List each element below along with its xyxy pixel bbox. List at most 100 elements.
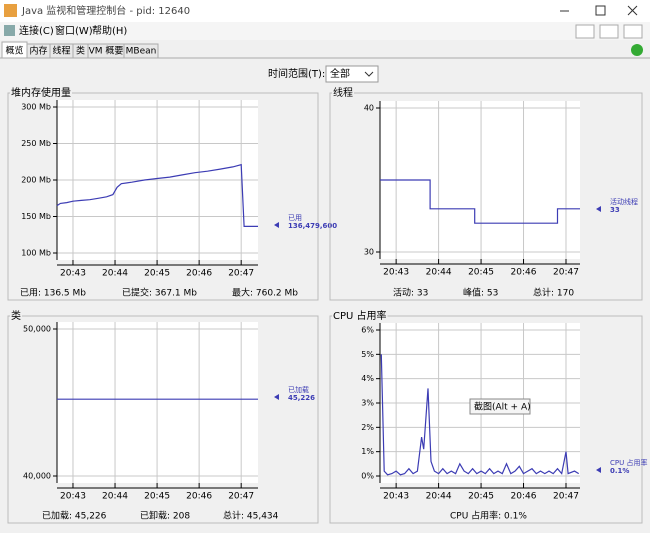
menu-item[interactable]: 窗口(W): [55, 24, 93, 37]
y-tick-label: 5%: [361, 350, 374, 359]
stat-label: 总计: 45,434: [223, 510, 279, 522]
panel-border: [329, 92, 643, 301]
tab[interactable]: [123, 43, 159, 59]
inner-close[interactable]: [623, 24, 643, 39]
stat-label: CPU 占用率: 0.1%: [450, 510, 527, 522]
tab-label: 线程: [52, 45, 70, 57]
dropdown-arrow: [364, 71, 374, 77]
y-tick-label: 3%: [361, 399, 374, 408]
stat-label: 已提交: 367.1 Mb: [122, 287, 197, 299]
x-tick-label: 20:47: [228, 492, 254, 502]
y-tick-label: 2%: [361, 423, 374, 432]
title-bar: [0, 0, 650, 22]
x-tick-label: 20:45: [144, 492, 170, 502]
stat-label: 最大: 760.2 Mb: [232, 287, 298, 299]
y-tick-label: 100 Mb: [21, 249, 51, 258]
x-tick-label: 20:47: [553, 268, 579, 278]
time-range-select[interactable]: [325, 65, 379, 83]
panel-title-bg: [10, 309, 22, 322]
y-tick-label: 150 Mb: [21, 212, 51, 221]
inner-restore[interactable]: [599, 24, 619, 39]
panel-title-bg: [332, 309, 388, 322]
panel-title-bg: [10, 86, 72, 99]
legend-value: 136,479,600: [288, 222, 337, 230]
y-tick-label: 40,000: [23, 472, 51, 481]
tab-label: MBean: [126, 47, 157, 57]
menu-item[interactable]: 帮助(H): [92, 24, 127, 37]
menu-bar: [0, 22, 650, 40]
y-tick-label: 250 Mb: [21, 139, 51, 148]
legend-value: 45,226: [288, 394, 315, 402]
connection-icon: [631, 44, 643, 56]
legend-marker: [274, 394, 279, 400]
time-range-value: 全部: [330, 67, 350, 80]
y-tick-label: 30: [364, 248, 374, 257]
legend-marker: [274, 222, 279, 228]
menu-icon: [4, 25, 15, 36]
menu-item[interactable]: 连接(C): [19, 24, 54, 37]
y-tick-label: 200 Mb: [21, 176, 51, 185]
stat-label: 总计: 170: [533, 287, 574, 299]
stat-label: 已加载: 45,226: [42, 510, 107, 522]
panel-title: CPU 占用率: [333, 309, 387, 322]
panel-title-bg: [332, 86, 354, 99]
close-button[interactable]: [627, 5, 638, 16]
tooltip: 截图(Alt + A): [474, 401, 531, 413]
legend-name: CPU 占用率: [610, 458, 647, 467]
x-tick-label: 20:44: [102, 492, 128, 502]
y-tick-label: 40: [364, 104, 374, 113]
series-line: [380, 179, 580, 224]
x-tick-label: 20:45: [468, 492, 494, 502]
legend-name: 活动线程: [610, 197, 638, 206]
maximize-button[interactable]: [595, 5, 606, 16]
x-tick-label: 20:43: [60, 492, 86, 502]
x-tick-label: 20:44: [426, 492, 452, 502]
legend-value: 33: [610, 206, 620, 214]
x-tick-label: 20:44: [102, 269, 128, 279]
panel-title: 类: [11, 309, 21, 322]
legend-value: 0.1%: [610, 467, 629, 475]
legend-name: 已用: [288, 214, 302, 222]
panel-border: [7, 315, 319, 524]
series-line: [380, 354, 580, 476]
tab-label: 内存: [29, 45, 47, 57]
x-tick-label: 20:46: [511, 268, 537, 278]
tab-label: VM 概要: [89, 45, 124, 57]
x-tick-label: 20:47: [553, 492, 579, 502]
series-line: [56, 163, 258, 227]
time-range-label: 时间范围(T):: [268, 67, 325, 80]
legend-marker: [596, 206, 601, 212]
x-tick-label: 20:43: [383, 268, 409, 278]
app-icon: [4, 4, 17, 17]
y-tick-label: 6%: [361, 326, 374, 335]
x-tick-label: 20:45: [468, 268, 494, 278]
legend-marker: [596, 467, 601, 473]
y-tick-label: 4%: [361, 374, 374, 383]
x-tick-label: 20:43: [60, 269, 86, 279]
inner-minimize[interactable]: [575, 24, 595, 39]
stat-label: 活动: 33: [393, 287, 428, 299]
x-tick-label: 20:44: [426, 268, 452, 278]
x-tick-label: 20:43: [383, 492, 409, 502]
x-tick-label: 20:46: [186, 492, 212, 502]
panel-title: 堆内存使用量: [11, 86, 71, 99]
tooltip-box: [469, 398, 531, 415]
x-tick-label: 20:46: [511, 492, 537, 502]
panel-border: [329, 315, 643, 524]
tab-label: 类: [76, 45, 85, 57]
legend-name: 已加载: [288, 385, 309, 394]
panel-border: [7, 92, 319, 301]
y-tick-label: 300 Mb: [21, 103, 51, 112]
x-tick-label: 20:47: [228, 269, 254, 279]
y-tick-label: 50,000: [23, 325, 51, 334]
stat-label: 已用: 136.5 Mb: [20, 288, 86, 299]
stat-label: 峰值: 53: [463, 287, 498, 299]
panel-title: 线程: [333, 86, 353, 99]
x-tick-label: 20:45: [144, 269, 170, 279]
y-tick-label: 1%: [361, 447, 374, 456]
window-title: Java 监视和管理控制台 - pid: 12640: [21, 4, 190, 17]
y-tick-label: 0%: [361, 472, 374, 481]
x-tick-label: 20:46: [186, 269, 212, 279]
tab-label: 概览: [5, 45, 23, 57]
